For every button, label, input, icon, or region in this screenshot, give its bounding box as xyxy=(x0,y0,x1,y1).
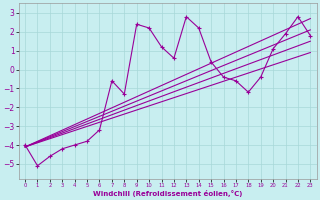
X-axis label: Windchill (Refroidissement éolien,°C): Windchill (Refroidissement éolien,°C) xyxy=(93,190,242,197)
